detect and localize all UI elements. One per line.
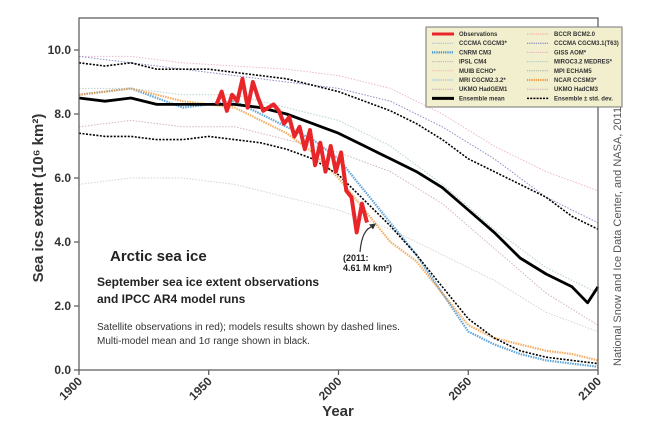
y-tick-label: 6.0 bbox=[54, 171, 71, 185]
series-line-ukmo-hadgem1 bbox=[78, 119, 599, 326]
series-line-ncar-ccsm3 bbox=[78, 87, 599, 362]
series-line-cnrm-cm3 bbox=[78, 87, 599, 368]
chart-title: Arctic sea ice bbox=[110, 248, 207, 265]
legend-label: CNRM CM3 bbox=[459, 50, 492, 56]
legend-item-mpi-echam5: MPI ECHAM5 bbox=[527, 69, 592, 75]
legend-label: CCCMA CGCM3.1(T63) bbox=[554, 41, 619, 47]
x-tick-label: 2000 bbox=[316, 374, 345, 403]
x-tick-label: 2100 bbox=[575, 374, 604, 403]
legend-label: MPI ECHAM5 bbox=[554, 69, 592, 75]
legend-label: IPSL CM4 bbox=[459, 60, 487, 66]
legend-item-ukmo-hadgem1: UKMO HadGEM1 bbox=[432, 87, 508, 93]
legend: Observations CCCMA CGCM3* CNRM CM3 IPSL CM4… bbox=[425, 26, 623, 108]
legend-item-observations: Observations bbox=[432, 32, 498, 38]
series-line-ensemble-mean bbox=[78, 96, 600, 305]
callout-line-1: (2011: bbox=[343, 253, 369, 263]
credit-text: National Snow and Ice Data Center, and N… bbox=[612, 107, 624, 366]
legend-item-ipsl-cm4: IPSL CM4 bbox=[432, 60, 487, 66]
legend-item-ncar-ccsm3: NCAR CCSM3* bbox=[527, 78, 597, 84]
y-tick-label: 8.0 bbox=[54, 107, 71, 121]
y-axis-title: Sea ics extent (10⁶ km²) bbox=[30, 114, 47, 283]
legend-item-cccma-cgcm3: CCCMA CGCM3* bbox=[432, 41, 507, 47]
chart-note-line-2: Multi-model mean and 1σ range shown in b… bbox=[97, 336, 310, 347]
x-axis-title: Year bbox=[322, 403, 354, 420]
legend-item-cccma-cgcm3-1-t63: CCCMA CGCM3.1(T63) bbox=[527, 41, 619, 47]
y-tick-label: 2.0 bbox=[54, 299, 71, 313]
x-tick-label: 1900 bbox=[56, 374, 85, 403]
legend-item-giss-aom: GISS AOM* bbox=[527, 50, 587, 56]
legend-box bbox=[425, 26, 623, 108]
series-line-ensemble-std-dev bbox=[78, 132, 599, 365]
legend-label: UKMO HadCM3 bbox=[554, 87, 599, 93]
legend-label: UKMO HadGEM1 bbox=[459, 87, 508, 93]
legend-label: GISS AOM* bbox=[554, 50, 587, 56]
y-tick-label: 0.0 bbox=[54, 363, 71, 377]
legend-item-ukmo-hadcm3: UKMO HadCM3 bbox=[527, 87, 599, 93]
legend-item-bccr-bcm2-0: BCCR BCM2.0 bbox=[527, 32, 596, 38]
legend-item-ensemble-std-dev: Ensemble ± std. dev. bbox=[527, 96, 613, 102]
callout-line-2: 4.61 M km²) bbox=[343, 263, 392, 273]
legend-item-cnrm-cm3: CNRM CM3 bbox=[432, 50, 492, 56]
legend-item-ensemble-mean: Ensemble mean bbox=[432, 96, 505, 102]
chart-subtitle-line-2: and IPCC AR4 model runs bbox=[97, 292, 246, 306]
legend-label: Ensemble ± std. dev. bbox=[554, 96, 613, 102]
series-layer bbox=[78, 55, 600, 368]
callout-arrowhead bbox=[369, 223, 377, 230]
legend-label: CCCMA CGCM3* bbox=[459, 41, 507, 47]
y-tick-label: 10.0 bbox=[48, 43, 72, 57]
legend-label: BCCR BCM2.0 bbox=[554, 32, 596, 38]
legend-label: Observations bbox=[459, 32, 498, 38]
y-tick-label: 4.0 bbox=[54, 235, 71, 249]
legend-label: MUIB ECHO* bbox=[459, 69, 496, 75]
legend-label: MIROC3.2 MEDRES* bbox=[554, 60, 613, 66]
chart-subtitle-line-1: September sea ice extent observations bbox=[97, 275, 319, 289]
legend-label: MRI CGCM2.3.2* bbox=[459, 78, 506, 84]
callout-arrow bbox=[359, 225, 374, 253]
x-tick-label: 1950 bbox=[186, 374, 215, 403]
legend-label: NCAR CCSM3* bbox=[554, 78, 597, 84]
chart-note-line-1: Satellite observations in red); models r… bbox=[97, 322, 400, 333]
legend-item-muib-echo: MUIB ECHO* bbox=[432, 69, 496, 75]
series-line-observations bbox=[214, 76, 369, 235]
legend-item-mri-cgcm2-3-2: MRI CGCM2.3.2* bbox=[432, 78, 506, 84]
legend-label: Ensemble mean bbox=[459, 96, 505, 102]
series-line-ensemble-std-dev bbox=[78, 61, 599, 230]
x-tick-label: 2050 bbox=[446, 374, 475, 403]
legend-item-miroc3-2-medres: MIROC3.2 MEDRES* bbox=[527, 60, 613, 66]
legend-items: Observations CCCMA CGCM3* CNRM CM3 IPSL CM4… bbox=[432, 32, 619, 102]
series-line-cccma-cgcm3-1-t63 bbox=[78, 55, 599, 224]
